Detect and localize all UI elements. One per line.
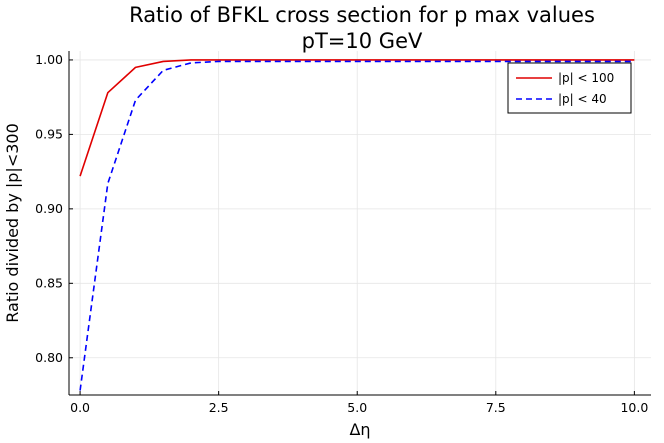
x-tick-label: 0.0	[70, 400, 90, 415]
y-tick-label: 0.85	[35, 275, 63, 290]
series-group	[79, 59, 635, 391]
legend: |p| < 100 |p| < 40	[507, 62, 632, 114]
y-tick-label: 0.90	[35, 201, 63, 216]
x-tick-label: 10.0	[620, 400, 648, 415]
series-line-2	[79, 60, 635, 391]
legend-box	[507, 62, 632, 114]
y-tick-label: 0.80	[35, 350, 63, 365]
x-tick-label: 7.5	[486, 400, 506, 415]
x-tick-label: 2.5	[209, 400, 229, 415]
axes	[68, 51, 651, 396]
chart-subtitle: pT=10 GeV	[302, 29, 423, 53]
y-tick-label: 0.95	[35, 126, 63, 141]
ticks: 0.0 2.5 5.0 7.5 10.0 0.80 0.85 0.90 0.95 1.00	[35, 52, 648, 415]
legend-label-series-1: |p| < 100	[558, 71, 614, 85]
chart-title: Ratio of BFKL cross section for p max va…	[129, 3, 595, 27]
y-tick-label: 1.00	[35, 52, 63, 67]
x-tick-label: 5.0	[347, 400, 367, 415]
y-axis-label: Ratio divided by |p|<300	[3, 123, 22, 323]
series-line-1	[79, 59, 635, 177]
legend-label-series-2: |p| < 40	[558, 92, 607, 106]
x-axis-label: Δη	[349, 420, 370, 439]
